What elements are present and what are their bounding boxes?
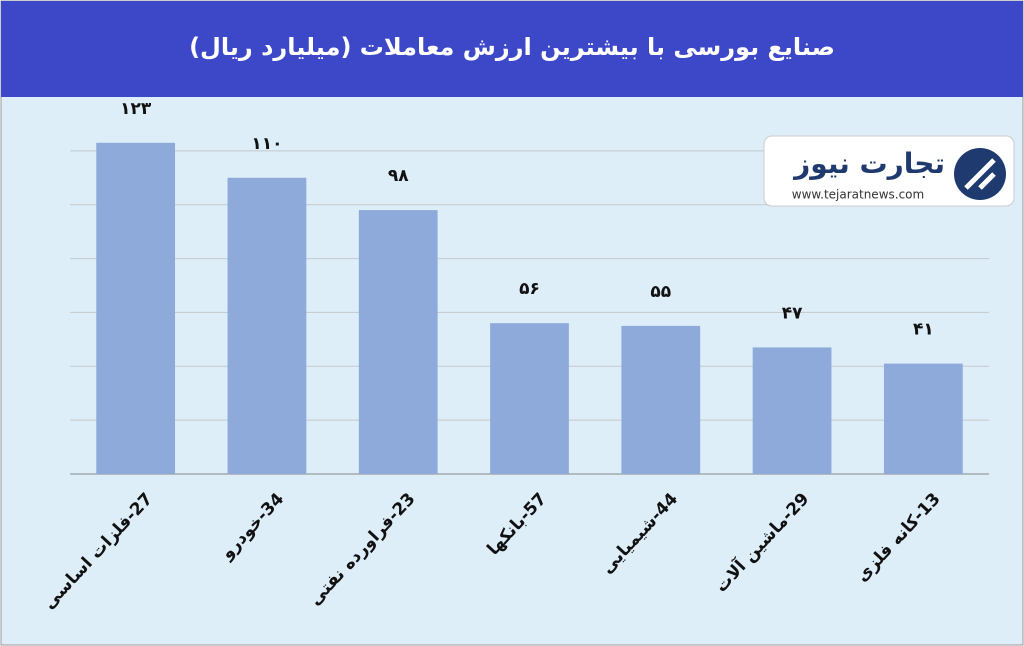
logo-url: www.tejaratnews.com (792, 188, 924, 202)
logo-arrow (964, 158, 996, 190)
bar (227, 177, 307, 475)
value-label: ۴۱ (913, 320, 934, 340)
value-label: ۴۷ (782, 303, 803, 323)
logo-name: تجارت نیوز (792, 147, 945, 180)
value-label: ۵۶ (519, 279, 540, 299)
value-label: ۱۱۰ (251, 134, 282, 154)
bar (752, 347, 832, 474)
header (1, 1, 1023, 97)
bar (490, 323, 569, 474)
logo: تجارت نیوز www.tejaratnews.com (763, 135, 1015, 207)
value-label: ۹۸ (388, 166, 409, 186)
bar (883, 363, 963, 474)
bar (96, 142, 176, 474)
logo-box (763, 135, 1015, 207)
chart-title: صنایع بورسی با بیشترین ارزش معاملات (میل… (189, 33, 835, 61)
value-label: ۱۲۳ (120, 99, 152, 119)
value-label: ۵۵ (650, 282, 671, 302)
bar (621, 325, 701, 474)
bar (358, 210, 438, 474)
